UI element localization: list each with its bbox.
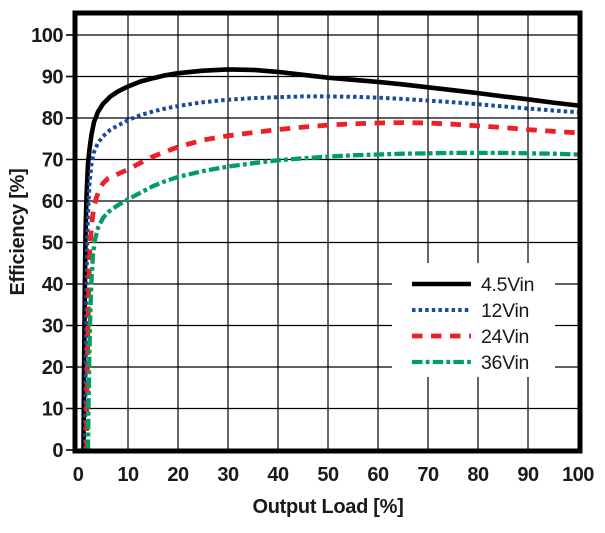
x-tick-label: 50 [317,464,339,486]
y-axis-title: Efficiency [%] [7,168,29,296]
curve-12vin [83,94,579,451]
curve-36vin [85,150,579,451]
x-tick-label: 20 [167,464,189,486]
legend-label-24vin: 24Vin [481,326,529,348]
x-tick-label: 60 [367,464,389,486]
curve-4.5vin [81,67,579,451]
y-tick-label: 0 [52,440,63,462]
curve-24vin [84,120,579,451]
y-tick-label: 60 [42,191,64,213]
y-tick-label: 90 [42,67,64,89]
plot-border [72,10,583,454]
x-tick-label: 70 [417,464,439,486]
x-tick-label: 0 [73,464,84,486]
legend-label-36vin: 36Vin [481,352,529,374]
x-axis-title: Output Load [%] [252,496,404,518]
y-tick-label: 10 [42,399,64,421]
x-tick-label: 100 [562,464,594,486]
x-tick-label: 80 [467,464,489,486]
y-tick-label: 70 [42,150,64,172]
y-tick-label: 80 [42,108,64,130]
y-tick-label: 100 [31,25,63,47]
y-tick-label: 50 [42,233,64,255]
x-tick-label: 90 [517,464,539,486]
y-tick-label: 40 [42,274,64,296]
legend-label-12vin: 12Vin [481,300,529,322]
x-tick-label: 10 [117,464,139,486]
x-tick-label: 40 [267,464,289,486]
x-tick-label: 30 [217,464,239,486]
y-tick-label: 30 [42,316,64,338]
y-tick-label: 20 [42,357,64,379]
legend-label-4.5vin: 4.5Vin [481,274,534,296]
